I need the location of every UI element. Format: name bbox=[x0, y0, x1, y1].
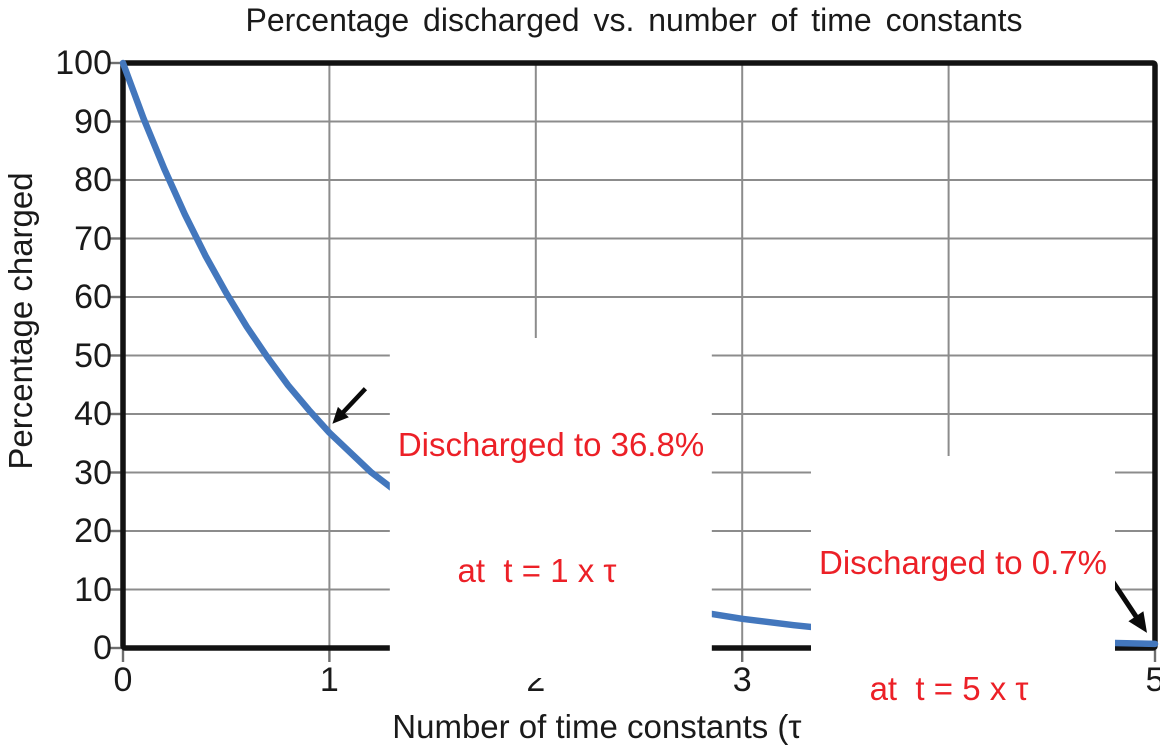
y-tick-label: 40 bbox=[74, 395, 112, 433]
annotation-line1: Discharged to 0.7% bbox=[819, 544, 1107, 581]
y-tick-label: 10 bbox=[74, 570, 112, 609]
annotation-line2: at t = 1 x τ bbox=[457, 552, 617, 589]
y-tick-label: 20 bbox=[74, 512, 112, 550]
chart-title: Percentage discharged vs. number of time… bbox=[245, 2, 1023, 38]
annotation-line1: Discharged to 36.8% bbox=[397, 426, 705, 463]
x-tick-label: 1 bbox=[319, 661, 339, 699]
y-tick-label: 30 bbox=[74, 453, 112, 492]
y-tick-label: 80 bbox=[74, 161, 112, 199]
x-tick-label: 5 bbox=[1145, 661, 1160, 699]
x-tick-label: 3 bbox=[732, 661, 752, 699]
y-tick-label: 70 bbox=[74, 219, 112, 258]
y-tick-label: 100 bbox=[55, 44, 112, 82]
y-tick-label: 90 bbox=[74, 102, 112, 141]
annotation-discharged-36-8: Discharged to 36.8% at t = 1 x τ bbox=[389, 338, 713, 678]
annotation-discharged-0-7: Discharged to 0.7% at t = 5 x τ bbox=[811, 456, 1115, 753]
x-tick-label: 0 bbox=[113, 661, 133, 699]
annotation-line2: at t = 5 x τ bbox=[869, 670, 1029, 707]
annotation-arrow-shaft bbox=[338, 387, 368, 417]
y-tick-label: 50 bbox=[74, 336, 112, 375]
y-tick-label: 60 bbox=[74, 278, 112, 316]
annotation-arrow-head bbox=[332, 406, 349, 424]
y-tick-label: 0 bbox=[93, 629, 112, 667]
annotation-arrow-head bbox=[1128, 611, 1147, 633]
